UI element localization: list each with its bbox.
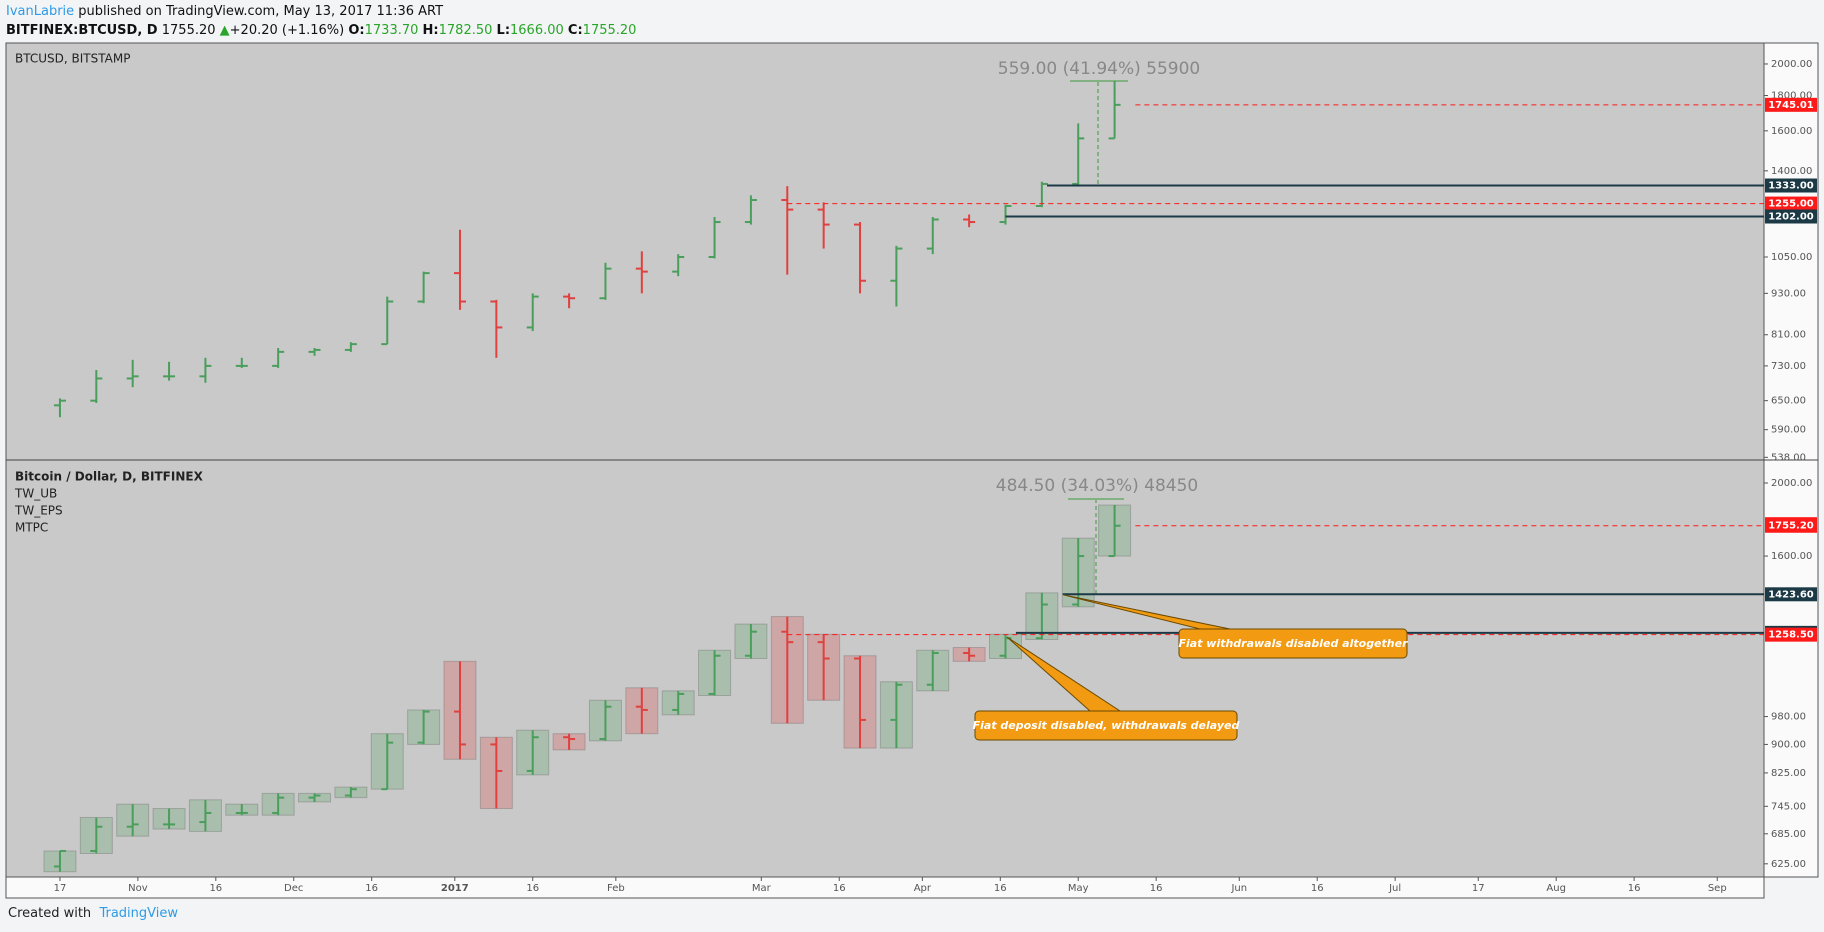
y-tick-label: 1400.00 bbox=[1771, 166, 1812, 177]
created: Created with bbox=[8, 906, 92, 921]
time-axis bbox=[5, 876, 1765, 899]
last: 1755.20 bbox=[161, 23, 216, 38]
x-tick-label: 16 bbox=[365, 883, 378, 894]
h: 1782.50 bbox=[438, 23, 493, 38]
level-badge bbox=[1765, 97, 1817, 112]
y-tick-label: 625.00 bbox=[1771, 859, 1806, 870]
x-tick-label: Nov bbox=[128, 883, 148, 894]
level-label: 1255.00 bbox=[1768, 199, 1814, 210]
x-tick-label: 2017 bbox=[441, 883, 469, 894]
change: +20.20 (+1.16%) bbox=[229, 23, 345, 38]
symbol: BITFINEX:BTCUSD, D bbox=[6, 23, 158, 38]
x-tick-label: Jun bbox=[1230, 883, 1247, 894]
y-tick-label: 538.00 bbox=[1771, 452, 1806, 463]
author[interactable]: IvanLabrie bbox=[6, 4, 75, 19]
y-tick-label: 2000.00 bbox=[1771, 59, 1812, 70]
y-tick-label: 1600.00 bbox=[1771, 551, 1812, 562]
o: 1733.70 bbox=[364, 23, 419, 38]
y-tick-label: 650.00 bbox=[1771, 396, 1806, 407]
level-label: 1755.20 bbox=[1768, 521, 1814, 532]
footer: Created with TradingView bbox=[8, 906, 178, 921]
level-label: 1258.50 bbox=[1768, 630, 1814, 641]
indicator: TW_UB bbox=[14, 487, 57, 501]
indicator: MTPC bbox=[15, 521, 48, 535]
x-tick-label: Apr bbox=[914, 883, 932, 894]
y-tick-label: 1050.00 bbox=[1771, 252, 1812, 263]
x-tick-label: Aug bbox=[1546, 883, 1566, 894]
header-line: IvanLabrie published on TradingView.com,… bbox=[6, 2, 636, 21]
measure-label: 559.00 (41.94%) 55900 bbox=[998, 59, 1200, 79]
x-tick-label: 17 bbox=[1472, 883, 1485, 894]
x-tick-label: 16 bbox=[994, 883, 1007, 894]
brand[interactable]: TradingView bbox=[99, 906, 178, 921]
indicator: TW_EPS bbox=[14, 504, 63, 518]
x-tick-label: 16 bbox=[1628, 883, 1641, 894]
l: 1666.00 bbox=[510, 23, 564, 38]
l-label: L: bbox=[496, 23, 511, 38]
x-tick-label: May bbox=[1068, 883, 1089, 894]
y-tick-label: 685.00 bbox=[1771, 829, 1806, 840]
callout bbox=[1178, 628, 1408, 659]
y-tick-label: 1800.00 bbox=[1771, 91, 1812, 102]
y-tick-label: 590.00 bbox=[1771, 425, 1806, 436]
measure-label: 484.50 (34.03%) 48450 bbox=[996, 476, 1198, 496]
y-tick-label: 745.00 bbox=[1771, 801, 1806, 812]
x-tick-label: Sep bbox=[1708, 883, 1727, 894]
published: published on TradingView.com, May 13, 20… bbox=[74, 4, 444, 19]
y-tick-label: 980.00 bbox=[1771, 712, 1806, 723]
pane-title: BTCUSD, BITSTAMP bbox=[15, 52, 130, 66]
c-label: C: bbox=[567, 23, 583, 38]
c: 1755.20 bbox=[582, 23, 637, 38]
y-tick-label: 810.00 bbox=[1771, 330, 1806, 341]
level-badge bbox=[1765, 627, 1817, 642]
level-badge bbox=[1765, 518, 1817, 533]
level-label: 1423.60 bbox=[1768, 589, 1814, 600]
level-badge bbox=[1765, 196, 1817, 211]
y-tick-label: 730.00 bbox=[1771, 361, 1806, 372]
x-tick-label: Mar bbox=[752, 883, 772, 894]
level-badge bbox=[1765, 587, 1817, 602]
callout-text: Fiat withdrawals disabled altogether bbox=[1178, 637, 1408, 650]
x-tick-label: 17 bbox=[54, 883, 67, 894]
x-tick-label: Jul bbox=[1388, 883, 1401, 894]
x-tick-label: 16 bbox=[833, 883, 846, 894]
y-tick-label: 900.00 bbox=[1771, 739, 1806, 750]
y-tick-label: 2000.00 bbox=[1771, 478, 1812, 489]
y-tick-label: 930.00 bbox=[1771, 288, 1806, 299]
arrow: ▲ bbox=[219, 23, 230, 38]
callout bbox=[974, 710, 1238, 741]
header-line: BITFINEX:BTCUSD, D 1755.20 ▲+20.20 (+1.1… bbox=[6, 21, 636, 40]
level-badge bbox=[1765, 209, 1817, 224]
callout-text: Fiat deposit disabled, withdrawals delay… bbox=[973, 719, 1240, 732]
x-tick-label: 16 bbox=[209, 883, 222, 894]
level-label: 1202.00 bbox=[1768, 212, 1814, 223]
level-label: 1333.00 bbox=[1768, 181, 1814, 192]
y-tick-label: 825.00 bbox=[1771, 768, 1806, 779]
x-tick-label: Dec bbox=[284, 883, 303, 894]
x-tick-label: Feb bbox=[607, 883, 625, 894]
level-badge bbox=[1765, 178, 1817, 193]
x-tick-label: 16 bbox=[1150, 883, 1163, 894]
h-label: H: bbox=[422, 23, 439, 38]
y-tick-label: 1600.00 bbox=[1771, 126, 1812, 137]
o-label: O: bbox=[348, 23, 365, 38]
level-label: 1745.01 bbox=[1768, 100, 1814, 111]
header: IvanLabrie published on TradingView.com,… bbox=[6, 2, 636, 40]
pane-title: Bitcoin / Dollar, D, BITFINEX bbox=[15, 470, 204, 484]
x-tick-label: 16 bbox=[1311, 883, 1324, 894]
x-tick-label: 16 bbox=[526, 883, 539, 894]
